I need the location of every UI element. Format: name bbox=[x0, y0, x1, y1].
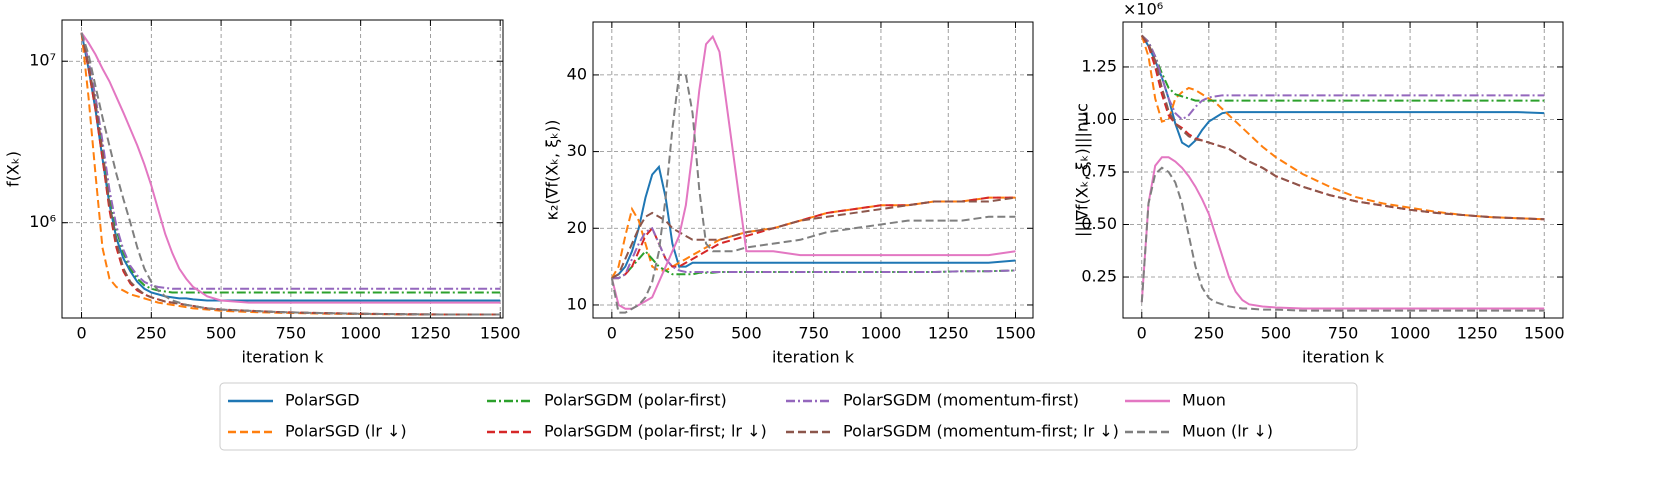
x-axis-label: iteration k bbox=[1302, 348, 1385, 367]
y-tick-label: 1.00 bbox=[1081, 109, 1117, 128]
x-tick-label: 750 bbox=[1328, 324, 1359, 343]
x-tick-label: 1250 bbox=[928, 324, 969, 343]
y-tick-label: 10⁶ bbox=[29, 212, 56, 231]
legend-label: PolarSGDM (polar-first) bbox=[544, 391, 727, 410]
series-line bbox=[611, 226, 1016, 280]
series-line bbox=[1141, 34, 1545, 121]
x-tick-label: 1000 bbox=[1390, 324, 1431, 343]
series-line bbox=[611, 196, 1016, 279]
legend-label: Muon bbox=[1182, 391, 1226, 410]
series-line bbox=[611, 249, 1016, 280]
x-tick-label: 250 bbox=[136, 324, 167, 343]
series-line bbox=[80, 32, 501, 316]
x-tick-label: 1250 bbox=[410, 324, 451, 343]
x-tick-label: 1500 bbox=[995, 324, 1036, 343]
plot-area bbox=[62, 20, 503, 318]
y-axis-label: κ₂(∇f(Xₖ, ξₖ)) bbox=[543, 120, 562, 221]
y-tick-label: 30 bbox=[567, 141, 587, 160]
x-axis-label: iteration k bbox=[242, 348, 325, 367]
x-tick-label: 250 bbox=[1194, 324, 1225, 343]
legend-label: Muon (lr ↓) bbox=[1182, 422, 1273, 441]
x-tick-label: 1000 bbox=[340, 324, 381, 343]
series-line bbox=[611, 196, 1016, 280]
x-tick-label: 1000 bbox=[861, 324, 902, 343]
x-tick-label: 1250 bbox=[1457, 324, 1498, 343]
series-line bbox=[611, 164, 1016, 279]
x-tick-label: 1500 bbox=[1524, 324, 1565, 343]
plot-frame bbox=[1122, 21, 1564, 319]
plot-frame bbox=[592, 21, 1034, 319]
x-tick-label: 750 bbox=[798, 324, 829, 343]
series-line bbox=[1140, 35, 1545, 221]
y-tick-label: 10⁷ bbox=[29, 51, 56, 70]
y-axis-label: f(Xₖ) bbox=[4, 151, 23, 187]
y-tick-label: 0.75 bbox=[1081, 161, 1117, 180]
series-line bbox=[1140, 34, 1545, 221]
series-line bbox=[80, 32, 501, 316]
x-tick-label: 0 bbox=[76, 324, 86, 343]
series-line bbox=[1141, 34, 1545, 102]
offset-label: ×10⁶ bbox=[1123, 0, 1163, 19]
legend-label: PolarSGDM (momentum-first; lr ↓) bbox=[843, 422, 1119, 441]
legend-label: PolarSGDM (momentum-first) bbox=[843, 391, 1079, 410]
series-line bbox=[610, 73, 1016, 314]
series-line bbox=[1140, 34, 1545, 149]
legend-label: PolarSGD bbox=[285, 391, 360, 410]
series-line bbox=[610, 34, 1016, 310]
y-tick-label: 0.50 bbox=[1081, 214, 1117, 233]
y-tick-label: 1.25 bbox=[1081, 56, 1117, 75]
x-tick-label: 500 bbox=[1261, 324, 1292, 343]
x-tick-label: 500 bbox=[206, 324, 237, 343]
y-tick-label: 20 bbox=[567, 218, 587, 237]
series-line bbox=[80, 32, 501, 290]
x-tick-label: 1500 bbox=[480, 324, 521, 343]
y-tick-label: 0.25 bbox=[1081, 267, 1117, 286]
x-tick-label: 750 bbox=[276, 324, 307, 343]
y-tick-label: 10 bbox=[567, 294, 587, 313]
x-tick-label: 250 bbox=[664, 324, 695, 343]
plot-area bbox=[593, 22, 1033, 318]
plot-frame bbox=[61, 19, 504, 319]
series-line bbox=[1140, 156, 1545, 310]
legend-label: PolarSGDM (polar-first; lr ↓) bbox=[544, 422, 767, 441]
x-tick-label: 0 bbox=[1137, 324, 1147, 343]
x-tick-label: 500 bbox=[731, 324, 762, 343]
x-tick-label: 0 bbox=[607, 324, 617, 343]
series-line bbox=[80, 32, 501, 304]
legend-label: PolarSGD (lr ↓) bbox=[285, 422, 407, 441]
x-axis-label: iteration k bbox=[772, 348, 855, 367]
y-axis-label: |||∇f(Xₖ, ξₖ)|||nuc bbox=[1073, 103, 1092, 237]
y-tick-label: 40 bbox=[567, 64, 587, 83]
